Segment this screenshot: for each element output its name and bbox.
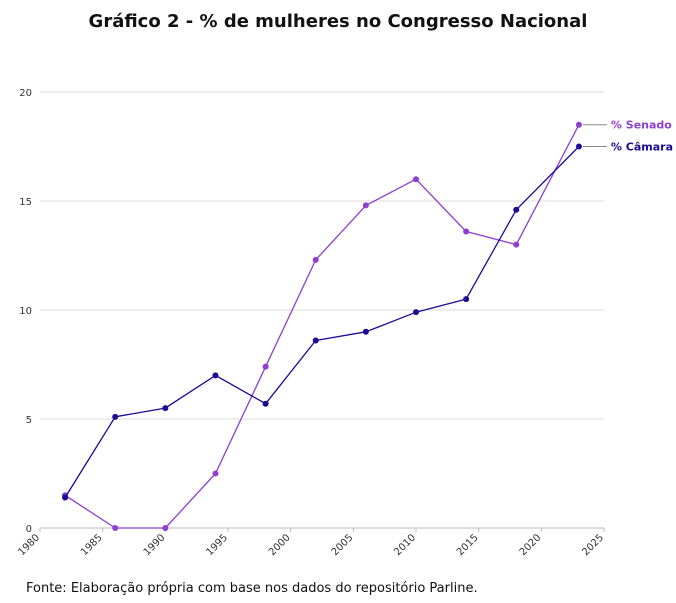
y-tick-label-15: 15 xyxy=(19,197,32,208)
series-1-point-2018 xyxy=(513,206,520,213)
x-tick-label-2005: 2005 xyxy=(330,532,356,558)
series-0-point-1994 xyxy=(212,470,219,477)
series-1-point-1994 xyxy=(212,372,219,379)
line-labels: % Senado % Câmara xyxy=(582,119,673,154)
x-tick-label-1980: 1980 xyxy=(16,532,42,558)
x-tick-label-2015: 2015 xyxy=(455,532,481,558)
x-tick-label-2025: 2025 xyxy=(580,532,606,558)
series-1-point-1986 xyxy=(112,413,119,420)
series-1-line xyxy=(64,146,580,498)
series-1-point-2010 xyxy=(413,309,419,316)
series-0-point-1986 xyxy=(112,525,119,531)
y-tick-label-0: 0 xyxy=(26,524,32,535)
source-note: Fonte: Elaboração própria com base nos d… xyxy=(26,581,478,596)
series-0-point-2002 xyxy=(312,256,319,263)
series-0-point-2014 xyxy=(463,228,470,235)
x-tick-label-1995: 1995 xyxy=(204,532,230,558)
chart-title: Gráfico 2 - % de mulheres no Congresso N… xyxy=(88,11,588,32)
series-1-point-1990 xyxy=(162,405,169,412)
series-lines xyxy=(62,121,582,531)
series-0-point-2018 xyxy=(513,241,520,248)
series-1-label: % Câmara xyxy=(611,141,673,154)
grid-lines xyxy=(40,91,604,420)
x-tick-label-2000: 2000 xyxy=(267,532,293,558)
y-tick-label-5: 5 xyxy=(26,415,32,426)
y-tick-label-20: 20 xyxy=(19,88,32,99)
series-0-line xyxy=(64,124,580,529)
series-1-point-1982 xyxy=(62,494,69,501)
x-tick-label-1990: 1990 xyxy=(142,532,168,558)
series-0-point-1998 xyxy=(262,363,269,370)
series-0-point-2010 xyxy=(413,176,419,183)
series-1-point-2002 xyxy=(312,337,319,344)
series-1-point-2006 xyxy=(362,328,369,335)
series-1-point-2014 xyxy=(463,296,470,303)
series-0-label: % Senado xyxy=(611,119,672,132)
x-tick-label-2020: 2020 xyxy=(518,532,544,558)
series-0-point-2006 xyxy=(362,202,369,209)
y-tick-label-10: 10 xyxy=(19,306,32,317)
series-0-point-2023 xyxy=(575,121,582,128)
series-1-point-1998 xyxy=(262,400,269,407)
x-tick-label-2010: 2010 xyxy=(392,532,418,558)
series-1-point-2023 xyxy=(575,143,582,150)
x-tick-label-1985: 1985 xyxy=(79,532,105,558)
axes: 0 5 10 15 20 1980 1985 1990 1995 2000 2005 2010 2015… xyxy=(16,88,606,558)
series-0-point-1990 xyxy=(162,525,169,531)
